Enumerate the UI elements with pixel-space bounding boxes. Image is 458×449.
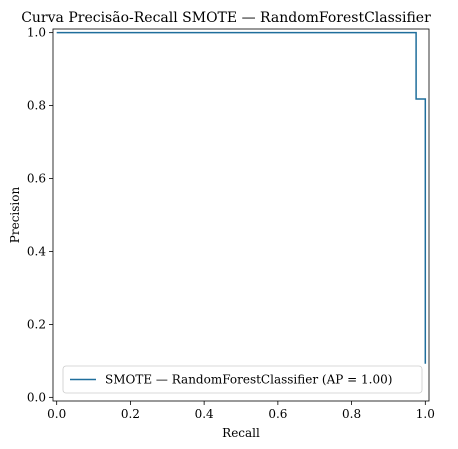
x-tick-label: 0.6 xyxy=(268,407,287,421)
legend-entry: SMOTE — RandomForestClassifier (AP = 1.0… xyxy=(105,373,392,387)
plot-area: 0.0 0.2 0.4 0.6 0.8 1.0 0.0 0.2 0.4 0.6 0.8 1.0 SMOT… xyxy=(27,26,435,421)
x-tick-label: 0.0 xyxy=(47,407,66,421)
x-tick-label: 0.2 xyxy=(121,407,140,421)
x-axis-label: Recall xyxy=(222,426,260,440)
y-tick-label: 0.0 xyxy=(27,390,46,404)
y-tick-label: 1.0 xyxy=(27,26,46,40)
x-tick-label: 0.4 xyxy=(195,407,214,421)
y-tick-label: 0.8 xyxy=(27,99,46,113)
y-tick-label: 0.4 xyxy=(27,244,46,258)
y-axis-label: Precision xyxy=(8,187,22,244)
y-tick-label: 0.6 xyxy=(27,172,46,186)
x-tick-label: 0.8 xyxy=(342,407,361,421)
series-line xyxy=(56,31,427,364)
axes-frame xyxy=(52,28,430,402)
y-tick-label: 0.2 xyxy=(27,317,46,331)
chart-title: Curva Precisão-Recall SMOTE — RandomFore… xyxy=(21,10,431,26)
legend-box xyxy=(62,365,423,394)
x-tick-label: 1.0 xyxy=(416,407,435,421)
